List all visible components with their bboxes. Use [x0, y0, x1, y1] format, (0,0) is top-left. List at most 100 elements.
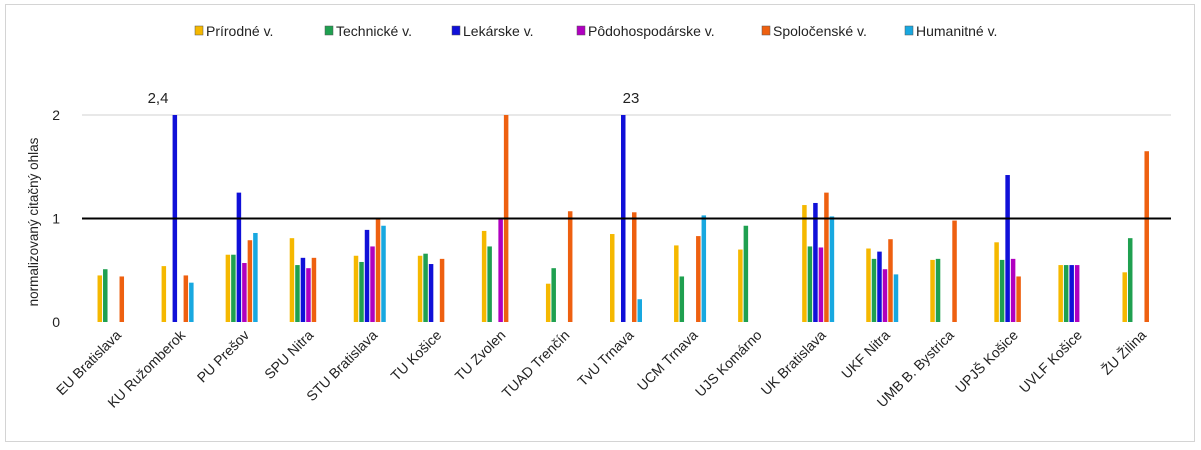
- x-tick-label: ŽU Žilina: [1098, 327, 1149, 378]
- bar-2: [935, 258, 941, 322]
- bar-2: [487, 246, 492, 322]
- bar-5: [119, 276, 125, 322]
- x-tick-label: TU Zvolen: [452, 327, 509, 384]
- bar-5: [696, 236, 701, 322]
- bar-4: [498, 219, 503, 322]
- bar-1: [161, 266, 167, 322]
- bar-3: [813, 202, 818, 322]
- bar-4: [882, 269, 888, 322]
- annotation-label: 2,4: [148, 90, 169, 107]
- x-tick-label: UPJŠ Košice: [952, 327, 1021, 396]
- bar-1: [225, 254, 231, 322]
- bar-3: [1005, 175, 1010, 322]
- legend-label: Lekárske v.: [463, 23, 534, 39]
- x-tick-label: TvU Trnava: [574, 327, 637, 390]
- legend-label: Spoločenské v.: [773, 23, 867, 39]
- x-tick-label: TU Košice: [387, 327, 444, 384]
- bar-1: [353, 255, 359, 322]
- bar-5: [632, 212, 637, 322]
- legend: Prírodné v. Technické v. Lekárske v. Pôdoho…: [194, 23, 997, 39]
- bar-3: [877, 251, 882, 322]
- y-axis-label: normalizovaný citačný ohlas: [26, 137, 41, 306]
- bar-2: [231, 254, 236, 322]
- bar-4: [370, 246, 375, 322]
- bar-1: [545, 283, 551, 322]
- bar-5: [888, 239, 893, 322]
- bar-4: [1074, 265, 1080, 322]
- x-tick-label: UK Bratislava: [758, 327, 829, 398]
- bar-2: [807, 246, 813, 322]
- bar-1: [738, 249, 743, 322]
- bar-2: [1127, 238, 1133, 322]
- x-tick-label: UJS Komárno: [692, 327, 765, 400]
- x-tick-label: EU Bratislava: [53, 327, 124, 398]
- bar-4: [1010, 258, 1016, 322]
- x-tick-label: UCM Trnava: [634, 327, 701, 394]
- bar-2: [551, 268, 556, 322]
- y-tick-label: 1: [52, 211, 60, 227]
- bar-5: [247, 240, 253, 322]
- legend-swatch: [576, 25, 586, 36]
- legend-swatch: [324, 25, 334, 36]
- x-tick-label: TUAD Trenčín: [499, 327, 573, 401]
- x-tick-label: PU Prešov: [194, 327, 253, 386]
- bar-3: [1069, 265, 1074, 322]
- bar-2: [359, 261, 364, 322]
- y-tick-label: 2: [52, 107, 60, 123]
- bar-2: [743, 225, 749, 322]
- x-tick-label: SPU Nitra: [261, 327, 316, 382]
- bar-1: [97, 275, 103, 322]
- bar-5: [952, 220, 957, 322]
- legend-label: Prírodné v.: [206, 23, 273, 39]
- bar-4: [818, 247, 824, 322]
- bar-2: [871, 258, 877, 322]
- bar-1: [289, 238, 295, 322]
- x-tick-label: UKF Nitra: [838, 327, 893, 382]
- bar-5: [1144, 151, 1149, 322]
- bar-6: [893, 274, 899, 322]
- bar-5: [439, 258, 445, 322]
- y-axis-ticks: 0 1 2: [52, 107, 60, 330]
- bar-3: [364, 229, 370, 322]
- bar-1: [610, 234, 615, 322]
- bar-1: [994, 242, 999, 322]
- bar-4: [242, 263, 247, 322]
- legend-swatch: [761, 25, 771, 36]
- legend-label: Humanitné v.: [916, 23, 997, 39]
- bars-group: [97, 115, 1149, 322]
- y-tick-label: 0: [52, 314, 60, 330]
- bar-5: [1016, 276, 1021, 322]
- bar-6: [829, 216, 835, 322]
- bar-2: [1063, 265, 1069, 322]
- bar-2: [295, 265, 300, 322]
- bar-1: [802, 205, 807, 322]
- bar-1: [1058, 265, 1063, 322]
- bar-6: [637, 299, 642, 322]
- legend-swatch: [194, 25, 204, 36]
- bar-2: [679, 276, 685, 322]
- bar-1: [866, 248, 871, 322]
- chart-frame: [5, 4, 1195, 442]
- bar-2: [423, 253, 428, 322]
- bar-3: [300, 257, 306, 322]
- bar-1: [417, 255, 423, 322]
- legend-label: Technické v.: [336, 23, 412, 39]
- annotations: 2,4 23: [148, 90, 640, 107]
- legend-swatch: [904, 25, 914, 36]
- bar-5: [375, 218, 381, 322]
- bar-6: [189, 282, 194, 322]
- legend-label: Pôdohospodárske v.: [588, 23, 715, 39]
- legend-swatch: [451, 25, 461, 36]
- bar-1: [481, 230, 487, 322]
- annotation-label: 23: [623, 90, 640, 107]
- bar-5: [311, 257, 317, 322]
- bar-3: [236, 192, 242, 322]
- x-tick-label: UVLF Košice: [1016, 327, 1085, 396]
- bar-6: [253, 232, 258, 322]
- bar-1: [1122, 272, 1127, 322]
- bar-2: [999, 259, 1005, 322]
- bar-1: [930, 259, 935, 322]
- bar-6: [381, 225, 386, 322]
- bar-5: [824, 192, 829, 322]
